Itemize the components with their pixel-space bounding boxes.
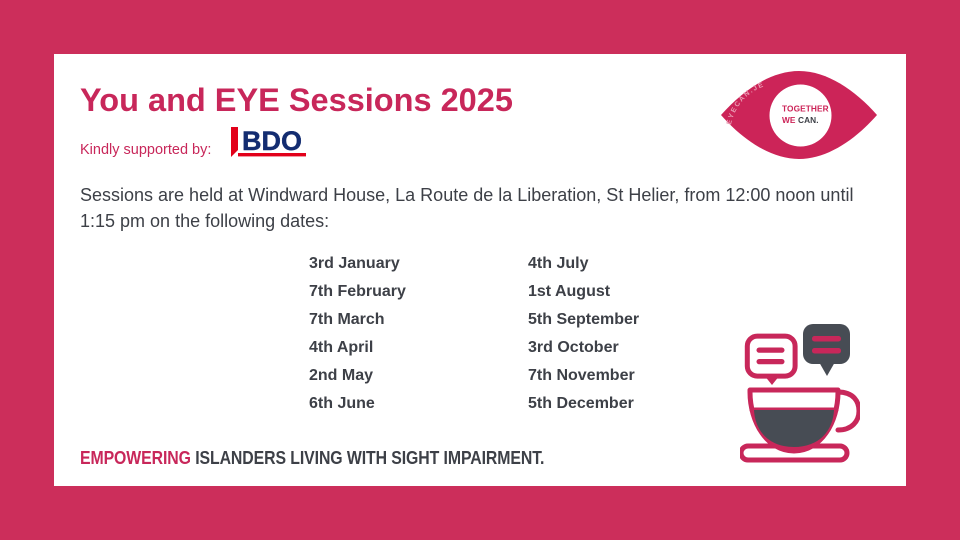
svg-text:BDO: BDO bbox=[242, 126, 302, 156]
svg-text:TOGETHER: TOGETHER bbox=[782, 104, 829, 114]
svg-text:WE CAN.: WE CAN. bbox=[782, 115, 819, 125]
